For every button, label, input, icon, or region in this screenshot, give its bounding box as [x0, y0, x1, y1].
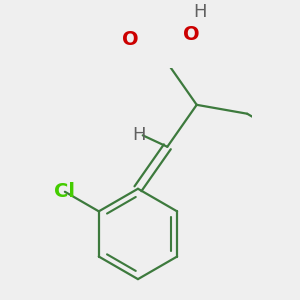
Text: O: O [122, 29, 139, 49]
Text: H: H [132, 126, 145, 144]
Text: O: O [183, 25, 200, 44]
Text: H: H [193, 3, 207, 21]
Text: Cl: Cl [54, 182, 75, 201]
